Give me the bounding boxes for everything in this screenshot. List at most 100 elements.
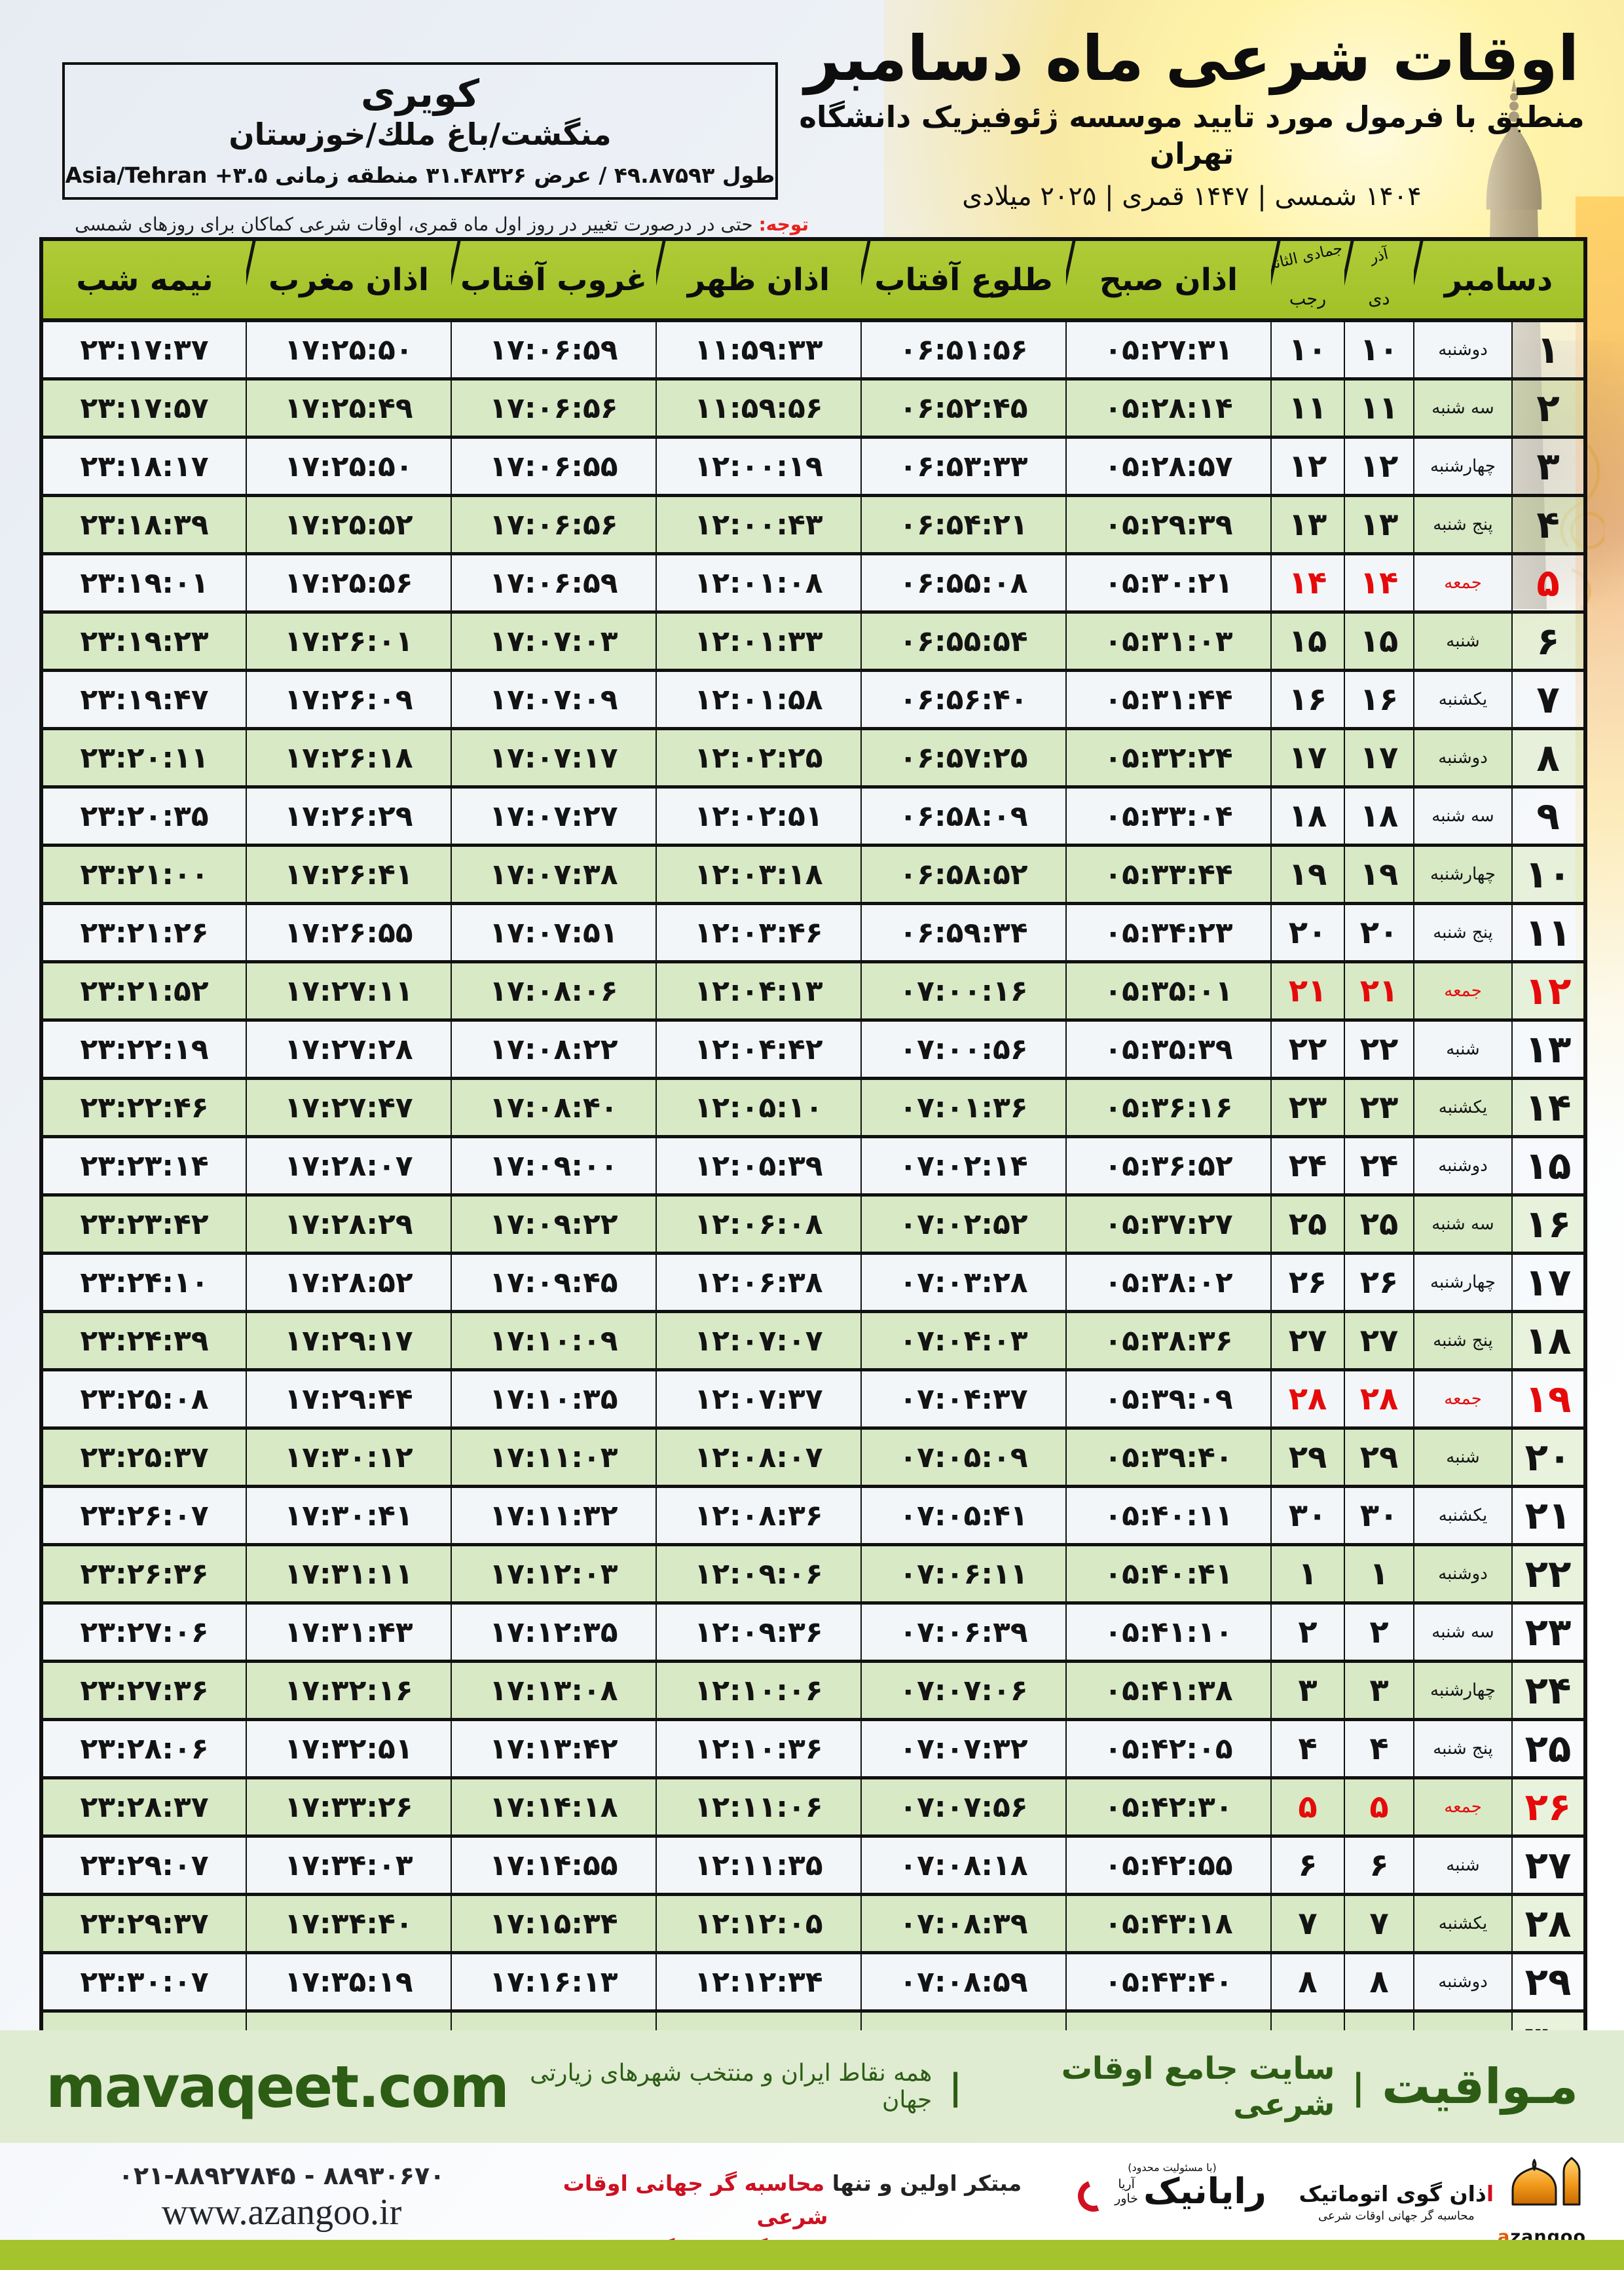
cell-weekday: پنج شنبه [1412, 1718, 1513, 1779]
location-box: کویری منگشت/باغ ملك/خوزستان طول ۴۹.۸۷۵۹۳… [62, 62, 778, 200]
cell-lunar-day: ۲۱ [1270, 960, 1345, 1022]
cell-weekday: سه شنبه [1412, 377, 1513, 439]
cell-december-day: ۱۰ [1511, 844, 1587, 905]
cell-lunar-day: ۱ [1270, 1543, 1345, 1605]
mavaqeet-url[interactable]: mavaqeet.com [46, 2053, 509, 2121]
cell-solar-day: ۳ [1344, 1660, 1414, 1721]
cell-azan-sobh: ۰۵:۲۷:۳۱ [1065, 318, 1272, 381]
cell-lunar-day: ۲۵ [1270, 1193, 1345, 1255]
cell-azan-sobh: ۰۵:۳۱:۰۳ [1065, 610, 1272, 672]
cell-sunset: ۱۷:۰۹:۰۰ [451, 1135, 657, 1197]
cell-sunset: ۱۷:۱۰:۳۵ [451, 1368, 657, 1430]
cell-sunset: ۱۷:۰۶:۵۹ [451, 318, 657, 381]
cell-december-day: ۲۲ [1511, 1543, 1587, 1605]
cell-azan-maghreb: ۱۷:۲۷:۲۸ [246, 1018, 452, 1080]
cell-azan-zohr: ۱۲:۰۵:۳۹ [655, 1135, 862, 1197]
cell-weekday: چهارشنبه [1412, 1660, 1513, 1721]
cell-weekday: پنج شنبه [1412, 1310, 1513, 1371]
location-region: منگشت/باغ ملك/خوزستان [229, 117, 612, 153]
cell-azan-sobh: ۰۵:۳۶:۵۲ [1065, 1135, 1272, 1197]
header-lunar-month: جمادی الثانی رجب [1261, 239, 1344, 320]
cell-solar-day: ۵ [1344, 1776, 1414, 1838]
cell-sunrise: ۰۶:۵۴:۲۱ [860, 494, 1067, 555]
cell-sunset: ۱۷:۱۳:۴۲ [451, 1718, 657, 1779]
cell-azan-maghreb: ۱۷:۳۰:۴۱ [246, 1485, 452, 1546]
cell-midnight: ۲۳:۳۰:۰۷ [41, 1951, 247, 2013]
cell-lunar-day: ۱۶ [1270, 669, 1345, 730]
cell-december-day: ۲ [1511, 377, 1587, 439]
cell-solar-day: ۱ [1344, 1543, 1414, 1605]
table-row: ۱۲ جمعه ۲۱ ۲۱ ۰۵:۳۵:۰۱ ۰۷:۰۰:۱۶ ۱۲:۰۴:۱۳… [41, 960, 1587, 1022]
cell-azan-zohr: ۱۲:۱۲:۰۵ [655, 1893, 862, 1954]
cell-sunrise: ۰۷:۰۸:۱۸ [860, 1834, 1067, 1896]
cell-azan-sobh: ۰۵:۳۸:۳۶ [1065, 1310, 1272, 1371]
cell-weekday: جمعه [1412, 552, 1513, 614]
cell-azan-maghreb: ۱۷:۲۵:۵۲ [246, 494, 452, 555]
cell-solar-day: ۲۲ [1344, 1018, 1414, 1080]
header-jumada-label: جمادی الثانی [1261, 240, 1344, 275]
cell-lunar-day: ۱۸ [1270, 785, 1345, 847]
table-row: ۱۸ پنج شنبه ۲۷ ۲۷ ۰۵:۳۸:۳۶ ۰۷:۰۴:۰۳ ۱۲:۰… [41, 1310, 1587, 1371]
cell-december-day: ۴ [1511, 494, 1587, 555]
cell-solar-day: ۱۹ [1344, 844, 1414, 905]
cell-midnight: ۲۳:۱۹:۴۷ [41, 669, 247, 730]
cell-azan-maghreb: ۱۷:۳۲:۵۱ [246, 1718, 452, 1779]
cell-solar-day: ۳۰ [1344, 1485, 1414, 1546]
prayer-times-table: دسامبر آذر دی جمادی الثانی رجب اذان صبح … [39, 237, 1588, 2130]
cell-azan-maghreb: ۱۷:۲۵:۴۹ [246, 377, 452, 439]
cell-weekday: یکشنبه [1412, 1077, 1513, 1138]
cell-sunrise: ۰۷:۰۲:۵۲ [860, 1193, 1067, 1255]
cell-solar-day: ۷ [1344, 1893, 1414, 1954]
cell-azan-sobh: ۰۵:۴۲:۵۵ [1065, 1834, 1272, 1896]
cell-lunar-day: ۸ [1270, 1951, 1345, 2013]
cell-sunset: ۱۷:۰۸:۰۶ [451, 960, 657, 1022]
page-title: اوقات شرعی ماه دسامبر [804, 23, 1579, 95]
azangoo-url[interactable]: www.azangoo.ir [161, 2192, 402, 2233]
cell-azan-sobh: ۰۵:۳۶:۱۶ [1065, 1077, 1272, 1138]
cell-sunset: ۱۷:۰۶:۵۹ [451, 552, 657, 614]
cell-sunrise: ۰۷:۰۰:۵۶ [860, 1018, 1067, 1080]
cell-weekday: دوشنبه [1412, 1135, 1513, 1197]
cell-solar-day: ۴ [1344, 1718, 1414, 1779]
cell-sunrise: ۰۷:۰۰:۱۶ [860, 960, 1067, 1022]
cell-azan-zohr: ۱۲:۰۹:۳۶ [655, 1601, 862, 1663]
cell-solar-day: ۲۶ [1344, 1252, 1414, 1313]
cell-lunar-day: ۱۲ [1270, 436, 1345, 497]
cell-azan-zohr: ۱۲:۱۰:۳۶ [655, 1718, 862, 1779]
cell-solar-day: ۱۴ [1344, 552, 1414, 614]
cell-azan-sobh: ۰۵:۳۳:۰۴ [1065, 785, 1272, 847]
header-december-label: دسامبر [1444, 261, 1553, 298]
cell-azan-sobh: ۰۵:۴۲:۰۵ [1065, 1718, 1272, 1779]
cell-azan-maghreb: ۱۷:۲۹:۴۴ [246, 1368, 452, 1430]
cell-solar-day: ۲۵ [1344, 1193, 1414, 1255]
cell-sunset: ۱۷:۰۷:۰۹ [451, 669, 657, 730]
cell-sunrise: ۰۶:۵۸:۰۹ [860, 785, 1067, 847]
header-azar-label: آذر [1368, 246, 1390, 267]
cell-azan-zohr: ۱۲:۰۸:۳۶ [655, 1485, 862, 1546]
cell-lunar-day: ۲۳ [1270, 1077, 1345, 1138]
cell-midnight: ۲۳:۲۱:۲۶ [41, 902, 247, 963]
table-row: ۲۷ شنبه ۶ ۶ ۰۵:۴۲:۵۵ ۰۷:۰۸:۱۸ ۱۲:۱۱:۳۵ ۱… [41, 1834, 1587, 1896]
cell-azan-zohr: ۱۲:۰۶:۰۸ [655, 1193, 862, 1255]
header-azan-zohr-label: اذان ظهر [687, 261, 830, 298]
header-december: دسامبر [1414, 239, 1586, 320]
cell-weekday: یکشنبه [1412, 1485, 1513, 1546]
rayanik-wordmark: رایانیک [1143, 2170, 1266, 2212]
cell-solar-day: ۱۷ [1344, 727, 1414, 789]
cell-azan-sobh: ۰۵:۳۲:۲۴ [1065, 727, 1272, 789]
mavaqeet-band: مـواقیت | سایت جامع اوقات شرعی | همه نقا… [0, 2030, 1624, 2143]
cell-december-day: ۲۷ [1511, 1834, 1587, 1896]
cell-sunset: ۱۷:۱۰:۰۹ [451, 1310, 657, 1371]
cell-sunset: ۱۷:۰۷:۲۷ [451, 785, 657, 847]
cell-azan-maghreb: ۱۷:۲۶:۲۹ [246, 785, 452, 847]
cell-midnight: ۲۳:۲۳:۱۴ [41, 1135, 247, 1197]
cell-solar-day: ۱۲ [1344, 436, 1414, 497]
table-row: ۸ دوشنبه ۱۷ ۱۷ ۰۵:۳۲:۲۴ ۰۶:۵۷:۲۵ ۱۲:۰۲:۲… [41, 727, 1587, 789]
cell-azan-maghreb: ۱۷:۲۷:۴۷ [246, 1077, 452, 1138]
header-midnight-label: نیمه شب [76, 261, 213, 298]
promo-line1-black: مبتکر اولین و تنها [832, 2170, 1022, 2196]
cell-azan-sobh: ۰۵:۴۱:۳۸ [1065, 1660, 1272, 1721]
cell-azan-maghreb: ۱۷:۳۴:۴۰ [246, 1893, 452, 1954]
table-row: ۲۵ پنج شنبه ۴ ۴ ۰۵:۴۲:۰۵ ۰۷:۰۷:۳۲ ۱۲:۱۰:… [41, 1718, 1587, 1779]
cell-solar-day: ۲۱ [1344, 960, 1414, 1022]
